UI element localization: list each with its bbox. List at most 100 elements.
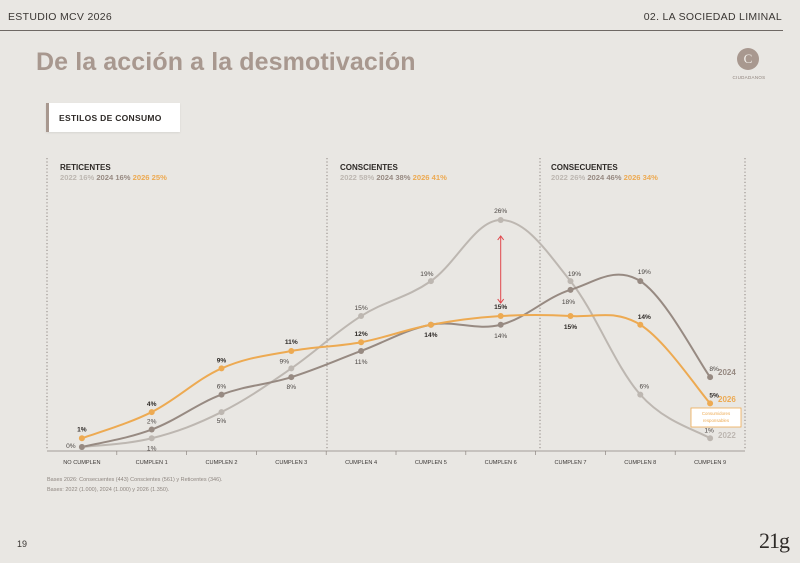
data-label-2024: 19% [638, 269, 651, 276]
group-share-consecuentes: 2022 26% 2024 46% 2026 34% [551, 173, 658, 182]
data-point-2024 [358, 347, 365, 354]
data-point-2022 [218, 409, 225, 416]
data-point-2026 [218, 365, 225, 372]
data-label-2026: 1% [77, 426, 87, 433]
x-tick-label: CUMPLEN 2 [205, 460, 237, 466]
data-point-2022 [567, 278, 574, 285]
data-label-2026: 15% [494, 304, 507, 311]
data-point-2024 [78, 444, 85, 450]
group-title-reticentes: RETICENTES [60, 163, 111, 172]
data-point-2026 [707, 400, 714, 407]
section-box-label: ESTILOS DE CONSUMO [59, 113, 162, 123]
data-label-2026: 5% [709, 392, 719, 399]
data-label-2022: 19% [568, 271, 581, 278]
data-label-2022: 15% [354, 305, 367, 312]
data-label-2026: 12% [354, 331, 367, 338]
data-label-2026: 4% [147, 401, 157, 408]
group-title-conscientes: CONSCIENTES [340, 163, 398, 172]
data-label-2024: 8% [287, 384, 297, 391]
group-title-consecuentes: CONSECUENTES [551, 163, 618, 172]
series-line-2026 [81, 313, 711, 440]
legend-label-2026: 2026 [718, 395, 736, 404]
data-label-2022: 0% [66, 443, 76, 450]
data-point-2022 [427, 278, 434, 285]
footnote-bases-2026: Bases 2026: Consecuentes (443) Conscient… [47, 477, 223, 483]
data-point-2026 [637, 321, 644, 328]
footnote-bases: Bases: 2022 (1.000), 2024 (1.000) y 2026… [47, 487, 170, 493]
group-share-2024: 2024 38% [374, 173, 411, 182]
data-point-2022 [637, 391, 644, 398]
x-tick-label: CUMPLEN 7 [554, 460, 586, 466]
data-point-2026 [358, 339, 365, 346]
data-point-2026 [427, 321, 434, 328]
ciudadanos-logo-icon: C [737, 48, 759, 70]
data-label-2024: 14% [494, 333, 507, 340]
section-box-accent [46, 103, 49, 132]
group-share-2022: 2022 16% [60, 173, 94, 182]
x-tick-label: CUMPLEN 3 [275, 460, 307, 466]
data-point-2026 [288, 347, 295, 354]
data-point-2024 [707, 374, 714, 381]
x-tick-label: NO CUMPLEN [63, 460, 100, 466]
section-box: ESTILOS DE CONSUMO [46, 103, 180, 132]
logo-caption: CIUDADANOS [732, 75, 766, 80]
data-label-2022: 1% [147, 445, 157, 452]
data-point-2024 [497, 321, 504, 328]
data-label-2022: 9% [280, 358, 290, 365]
group-share-2026: 2026 34% [622, 173, 659, 182]
x-tick-label: CUMPLEN 1 [136, 460, 168, 466]
annotation-box [690, 407, 742, 428]
top-bar: ESTUDIO MCV 2026 02. LA SOCIEDAD LIMINAL [0, 0, 800, 31]
group-share-2022: 2022 58% [340, 173, 374, 182]
data-label-2026: 14% [638, 314, 651, 321]
data-point-2022 [148, 435, 155, 442]
data-point-2022 [707, 435, 714, 442]
data-label-2024: 6% [217, 384, 227, 391]
page-number: 19 [17, 539, 28, 549]
data-point-2024 [148, 426, 155, 433]
x-tick-label: CUMPLEN 5 [415, 460, 447, 466]
group-share-2024: 2024 46% [585, 173, 622, 182]
series-line-2024 [81, 273, 711, 448]
group-share-reticentes: 2022 16% 2024 16% 2026 25% [60, 173, 167, 182]
legend-label-2022: 2022 [718, 431, 736, 440]
group-share-2024: 2024 16% [94, 173, 131, 182]
data-label-2026: 11% [285, 339, 298, 346]
x-tick-label: CUMPLEN 6 [485, 460, 517, 466]
page-title: De la acción a la desmotivación [36, 48, 416, 76]
data-label-2022: 5% [217, 418, 227, 425]
data-label-2024: 18% [562, 299, 575, 306]
data-label-2024: 2% [147, 419, 157, 426]
data-point-2026 [148, 409, 155, 416]
data-point-2024 [218, 391, 225, 398]
data-label-2022: 19% [420, 271, 433, 278]
group-share-2026: 2026 41% [411, 173, 448, 182]
gap-arrow-head-up [497, 235, 505, 241]
study-label: ESTUDIO MCV 2026 [8, 11, 112, 23]
data-label-2026: 15% [564, 324, 577, 331]
x-tick-label: CUMPLEN 8 [624, 460, 656, 466]
data-point-2026 [567, 313, 574, 320]
annotation-text: responsables [703, 418, 730, 423]
group-share-2026: 2026 25% [131, 173, 168, 182]
data-point-2026 [78, 435, 85, 442]
data-point-2022 [358, 313, 365, 320]
data-label-2022: 1% [704, 427, 714, 434]
data-label-2024: 8% [709, 366, 719, 373]
legend-label-2024: 2024 [718, 368, 736, 377]
series-line-2022 [81, 218, 711, 448]
data-point-2024 [288, 374, 295, 381]
data-point-2022 [288, 365, 295, 372]
data-label-2022: 6% [640, 384, 650, 391]
data-label-2026: 9% [217, 357, 227, 364]
data-point-2024 [567, 286, 574, 293]
section-label: 02. LA SOCIEDAD LIMINAL [643, 11, 782, 23]
group-share-2022: 2022 26% [551, 173, 585, 182]
x-tick-label: CUMPLEN 9 [694, 460, 726, 466]
data-point-2022 [497, 217, 504, 223]
brand-logo: 21g [759, 528, 790, 553]
data-label-2022: 26% [494, 208, 507, 215]
x-tick-label: CUMPLEN 4 [345, 460, 377, 466]
data-point-2026 [497, 313, 504, 320]
